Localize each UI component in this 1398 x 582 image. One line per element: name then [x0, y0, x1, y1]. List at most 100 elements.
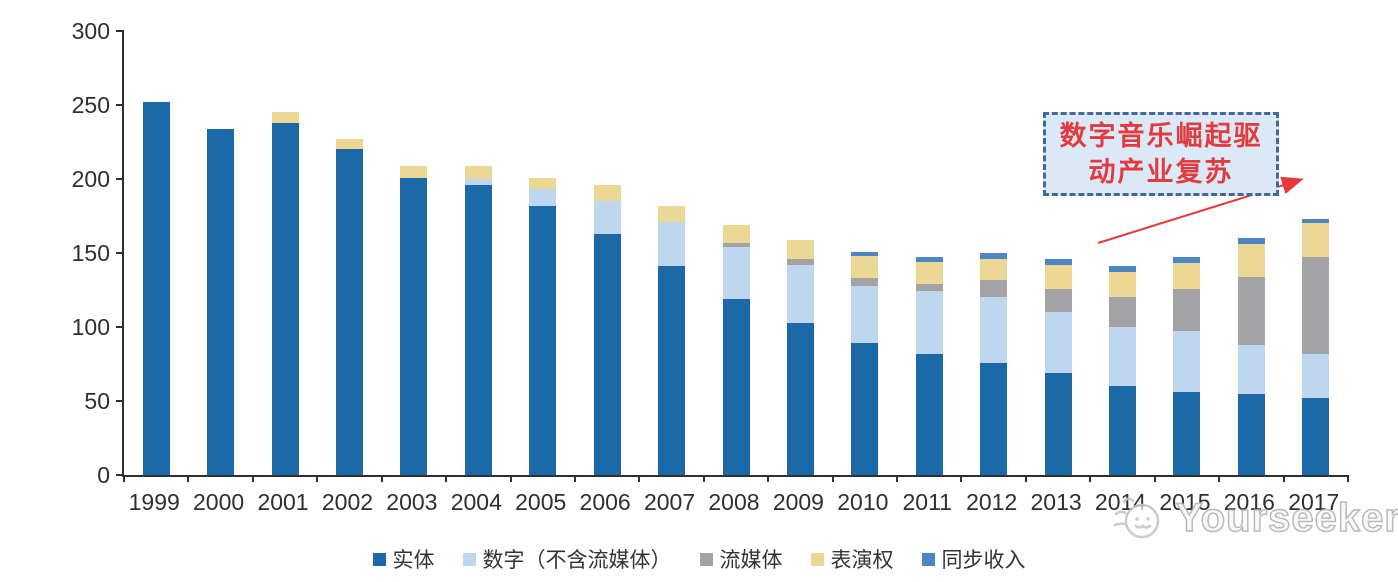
bar-2002 [335, 139, 363, 475]
x-axis-tick [831, 475, 834, 482]
segment-digital-excl-streaming-2007 [658, 221, 686, 267]
x-axis-label-2017: 2017 [1288, 489, 1340, 515]
legend-item-digital-excl-streaming: 数字（不含流媒体） [462, 544, 672, 574]
y-axis-tick [116, 474, 124, 476]
y-axis-label-50: 50 [84, 388, 110, 414]
legend-swatch-physical [372, 552, 386, 566]
x-axis-tick [251, 475, 254, 482]
annotation-box: 数字音乐崛起驱 动产业复苏 [1043, 112, 1279, 196]
bar-2004 [464, 165, 492, 475]
x-axis-label-2015: 2015 [1159, 489, 1211, 515]
segment-digital-excl-streaming-2015 [1173, 331, 1201, 393]
segment-physical-2000 [207, 128, 235, 475]
watermark-text: Yourseeker [1175, 495, 1398, 541]
x-axis-tick [1089, 475, 1092, 482]
legend-swatch-sync-revenue [921, 552, 935, 566]
y-axis-tick [116, 104, 124, 106]
segment-performance-rights-2015 [1173, 263, 1201, 289]
x-axis-label-2009: 2009 [772, 489, 824, 515]
segment-digital-excl-streaming-2006 [593, 201, 621, 234]
x-axis-tick [380, 475, 383, 482]
y-axis-tick [116, 178, 124, 180]
segment-physical-2003 [400, 177, 428, 475]
bar-2013 [1044, 258, 1072, 475]
watermark: Yourseeker [1112, 492, 1398, 544]
segment-performance-rights-2014 [1109, 272, 1137, 298]
y-axis-tick [116, 400, 124, 402]
y-axis-label-150: 150 [71, 240, 110, 266]
x-axis-label-2001: 2001 [257, 489, 309, 515]
bar-2005 [529, 177, 557, 475]
segment-performance-rights-2002 [335, 139, 363, 150]
x-axis-tick [767, 475, 770, 482]
segment-physical-2001 [271, 122, 299, 475]
segment-performance-rights-2009 [786, 239, 814, 259]
x-axis-label-2006: 2006 [579, 489, 631, 515]
segment-streaming-2015 [1173, 288, 1201, 332]
y-axis-tick [116, 252, 124, 254]
segment-streaming-2009 [786, 258, 814, 265]
legend-label-performance-rights: 表演权 [830, 549, 894, 572]
x-axis-tick [123, 475, 125, 482]
segment-digital-excl-streaming-2011 [915, 291, 943, 354]
legend-label-streaming: 流媒体 [719, 549, 783, 572]
x-axis-tick [1347, 475, 1349, 482]
segment-performance-rights-2008 [722, 224, 750, 243]
segment-physical-2015 [1173, 392, 1201, 475]
segment-performance-rights-2017 [1302, 223, 1330, 258]
segment-performance-rights-2003 [400, 165, 428, 178]
bar-2003 [400, 165, 428, 475]
segment-performance-rights-2016 [1237, 244, 1265, 277]
y-axis-tick [116, 30, 124, 32]
legend-item-performance-rights: 表演权 [810, 544, 894, 574]
segment-digital-excl-streaming-2013 [1044, 312, 1072, 373]
segment-digital-excl-streaming-2014 [1109, 327, 1137, 387]
segment-digital-excl-streaming-2012 [980, 297, 1008, 363]
segment-streaming-2011 [915, 284, 943, 292]
legend-swatch-performance-rights [810, 552, 824, 566]
bar-2010 [851, 251, 879, 475]
x-axis-tick [1282, 475, 1285, 482]
bar-2001 [271, 112, 299, 475]
annotation-line-1: 数字音乐崛起驱 [1059, 120, 1263, 151]
x-axis-label-2012: 2012 [966, 489, 1018, 515]
bar-2017 [1302, 219, 1330, 475]
x-axis-tick [960, 475, 963, 482]
cat-face-logo-icon [1113, 497, 1160, 539]
segment-sync-revenue-2014 [1109, 266, 1137, 273]
legend-swatch-streaming [699, 552, 713, 566]
segment-performance-rights-2004 [464, 165, 492, 180]
segment-performance-rights-2012 [980, 258, 1008, 280]
segment-digital-excl-streaming-2004 [464, 179, 492, 185]
y-axis-label-0: 0 [97, 462, 110, 488]
bar-2008 [722, 224, 750, 475]
bar-2015 [1173, 257, 1201, 475]
legend-item-sync-revenue: 同步收入 [921, 544, 1026, 574]
x-axis-label-2000: 2000 [193, 489, 245, 515]
bar-1999 [142, 102, 170, 475]
segment-streaming-2013 [1044, 288, 1072, 313]
x-axis-label-2011: 2011 [902, 489, 952, 515]
y-axis-label-200: 200 [71, 166, 110, 192]
x-axis-label-2005: 2005 [515, 489, 567, 515]
legend-label-physical: 实体 [392, 549, 435, 572]
y-axis-tick [116, 326, 124, 328]
x-axis-tick [1218, 475, 1221, 482]
x-axis-tick [187, 475, 190, 482]
segment-physical-2012 [980, 362, 1008, 475]
segment-sync-revenue-2010 [851, 251, 879, 256]
legend: 实体 数字（不含流媒体） 流媒体 表演权 同步收入 [0, 544, 1398, 574]
segment-sync-revenue-2017 [1302, 219, 1330, 224]
segment-physical-2014 [1109, 386, 1137, 475]
legend-item-physical: 实体 [372, 544, 435, 574]
segment-physical-2006 [593, 233, 621, 475]
segment-physical-2017 [1302, 398, 1330, 475]
x-axis-tick [573, 475, 576, 482]
bar-2016 [1237, 238, 1265, 475]
segment-streaming-2016 [1237, 276, 1265, 345]
x-axis-tick [509, 475, 512, 482]
segment-sync-revenue-2011 [915, 257, 943, 262]
bar-2007 [658, 205, 686, 475]
y-axis-label-300: 300 [71, 18, 110, 44]
segment-streaming-2008 [722, 242, 750, 248]
